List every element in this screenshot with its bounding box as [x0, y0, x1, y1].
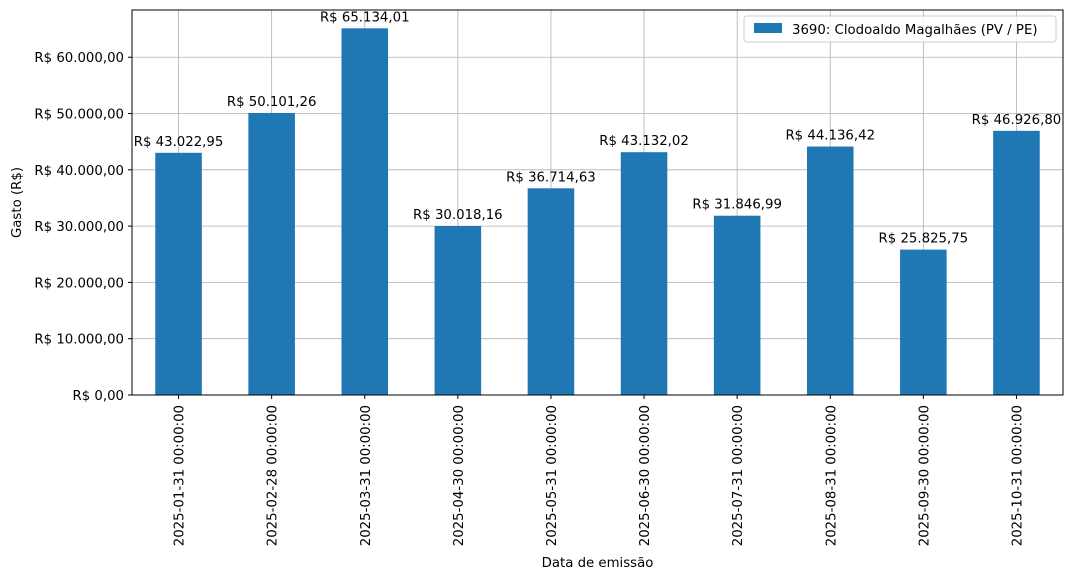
x-tick-label: 2025-05-31 00:00:00: [545, 405, 560, 546]
x-tick-label: 2025-07-31 00:00:00: [731, 405, 746, 546]
bar-labels: R$ 43.022,95 R$ 50.101,26 R$ 65.134,01 R$ 3…: [134, 10, 1062, 246]
x-tick-label: 2025-10-31 00:00:00: [1010, 405, 1025, 546]
y-tick-label: R$ 60.000,00: [34, 51, 124, 66]
y-axis: R$ 0,00 R$ 10.000,00 R$ 20.000,00 R$ 30.000…: [34, 51, 132, 404]
bar-value-label: R$ 25.825,75: [879, 232, 969, 247]
bar-value-label: R$ 30.018,16: [413, 208, 503, 223]
bar: [155, 152, 202, 395]
bar: [993, 130, 1040, 396]
x-tick-label: 2025-01-31 00:00:00: [173, 405, 188, 546]
bar-value-label: R$ 31.846,99: [692, 198, 782, 213]
bar: [806, 146, 854, 395]
legend: 3690: Clodoaldo Magalhães (PV / PE): [743, 15, 1057, 43]
bar-value-label: R$ 43.132,02: [599, 134, 689, 149]
bar: [713, 215, 761, 395]
y-tick-label: R$ 50.000,00: [34, 108, 124, 123]
x-tick-label: 2025-09-30 00:00:00: [917, 405, 932, 546]
plot-frame: [131, 9, 1064, 396]
x-tick-label: 2025-03-31 00:00:00: [359, 405, 374, 546]
bar: [434, 226, 482, 395]
bar: [248, 112, 295, 395]
bar-value-label: R$ 50.101,26: [227, 95, 317, 110]
bar: [527, 188, 575, 395]
x-axis: 2025-01-31 00:00:00 2025-02-28 00:00:00 20…: [173, 395, 1025, 546]
y-tick-label: R$ 10.000,00: [34, 333, 124, 348]
legend-swatch: [754, 23, 782, 33]
x-tick-label: 2025-06-30 00:00:00: [638, 405, 653, 546]
x-tick-label: 2025-08-31 00:00:00: [824, 405, 839, 546]
x-tick-label: 2025-02-28 00:00:00: [266, 405, 281, 546]
bars-layer: [155, 28, 1040, 396]
bar-value-label: R$ 36.714,63: [506, 170, 596, 185]
bar: [341, 28, 389, 395]
bar: [900, 249, 947, 395]
x-axis-title: Data de emissão: [542, 556, 654, 571]
bar: [620, 152, 668, 395]
bar-value-label: R$ 44.136,42: [785, 129, 875, 144]
y-tick-label: R$ 30.000,00: [34, 220, 124, 235]
y-tick-label: R$ 20.000,00: [34, 276, 124, 291]
legend-label: 3690: Clodoaldo Magalhães (PV / PE): [792, 23, 1038, 38]
y-axis-title: Gasto (R$): [10, 167, 25, 238]
x-tick-label: 2025-04-30 00:00:00: [452, 405, 467, 546]
legend-box: [743, 15, 1057, 43]
bar-value-label: R$ 46.926,80: [972, 113, 1062, 128]
y-tick-label: R$ 40.000,00: [34, 164, 124, 179]
bar-value-label: R$ 43.022,95: [134, 135, 224, 150]
bar-value-label: R$ 65.134,01: [320, 10, 410, 25]
y-tick-label: R$ 0,00: [72, 389, 124, 404]
